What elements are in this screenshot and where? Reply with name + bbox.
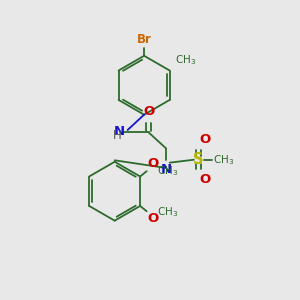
Text: N: N [160, 163, 172, 176]
Text: O: O [148, 157, 159, 170]
Text: H: H [112, 129, 122, 142]
Text: O: O [199, 134, 210, 146]
Text: O: O [143, 106, 154, 118]
Text: O: O [148, 212, 159, 225]
Text: CH$_3$: CH$_3$ [157, 164, 178, 178]
Text: O: O [199, 173, 210, 186]
Text: CH$_3$: CH$_3$ [213, 153, 235, 166]
Text: CH$_3$: CH$_3$ [157, 206, 178, 219]
Text: CH$_3$: CH$_3$ [175, 53, 196, 67]
Text: Br: Br [137, 33, 152, 46]
Text: S: S [193, 152, 204, 167]
Text: N: N [114, 125, 125, 138]
